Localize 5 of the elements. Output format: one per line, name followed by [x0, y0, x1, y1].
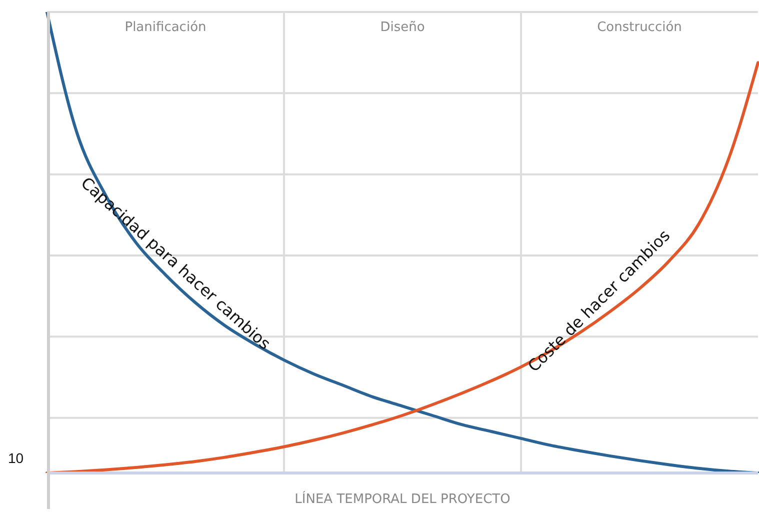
annotation: Planificación: [124, 20, 208, 35]
x-axis-title: LÍNEA TEMPORAL DEL PROYECTO: [294, 490, 510, 507]
annotation: Construcción: [596, 20, 683, 35]
text: 10: [8, 450, 24, 466]
annotation: Diseño: [379, 20, 426, 35]
